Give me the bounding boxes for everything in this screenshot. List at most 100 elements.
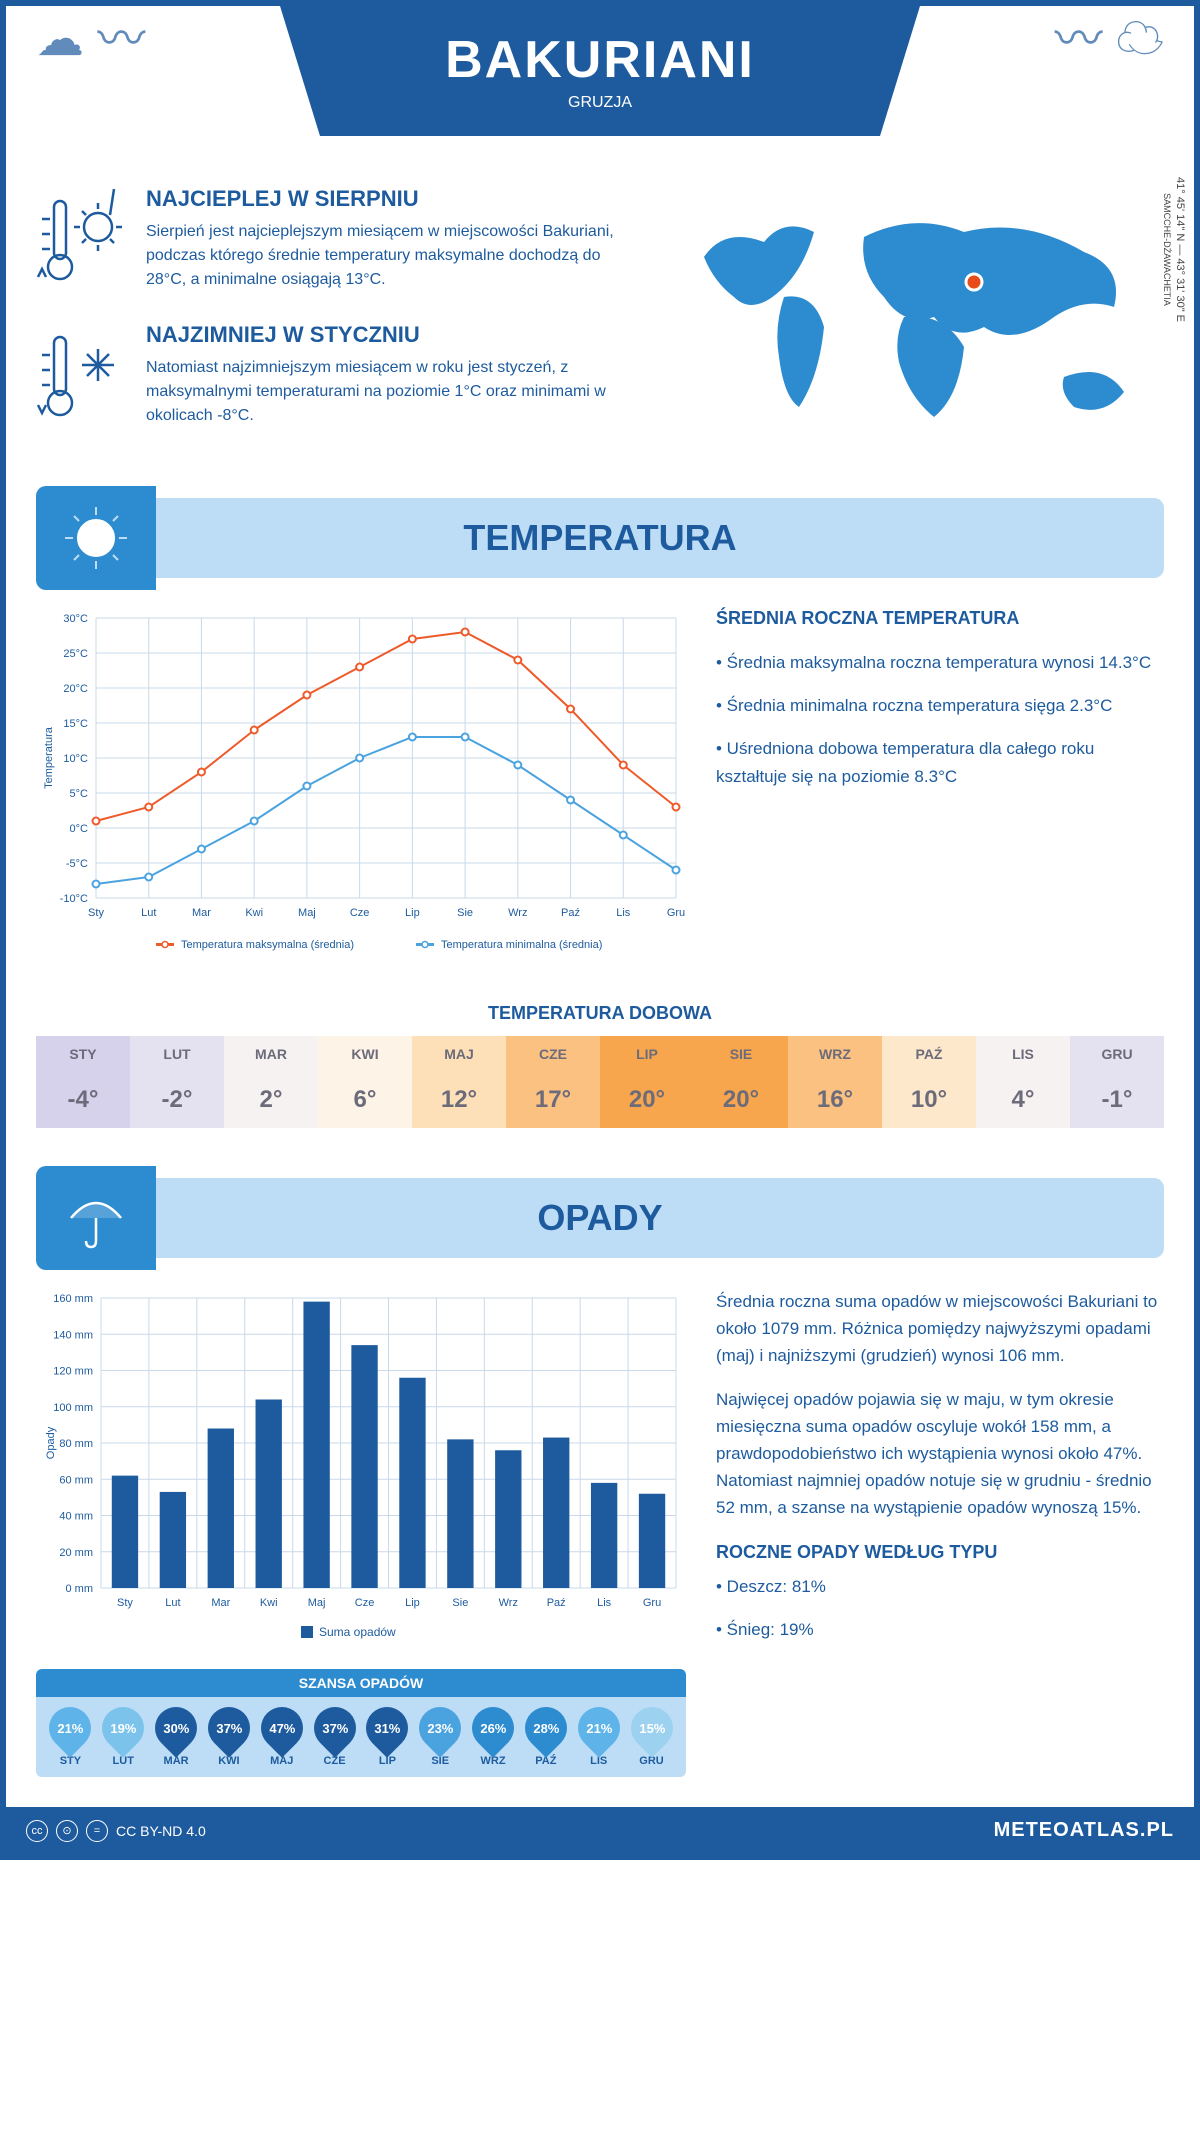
daily-cell: CZE 17°: [506, 1036, 600, 1128]
svg-text:15°C: 15°C: [63, 718, 88, 730]
daily-cell: GRU -1°: [1070, 1036, 1164, 1128]
svg-text:20°C: 20°C: [63, 683, 88, 695]
svg-text:60 mm: 60 mm: [59, 1474, 93, 1486]
fact-coldest: NAJZIMNIEJ W STYCZNIU Natomiast najzimni…: [36, 322, 634, 428]
chance-cell: 30% MAR: [150, 1707, 203, 1767]
thermometer-snow-icon: [36, 322, 126, 428]
annual-title: ŚREDNIA ROCZNA TEMPERATURA: [716, 608, 1164, 629]
precip-summary2: Najwięcej opadów pojawia się w maju, w t…: [716, 1386, 1164, 1522]
annual-bullet2: • Średnia minimalna roczna temperatura s…: [716, 692, 1164, 719]
svg-text:Lip: Lip: [405, 907, 420, 919]
chance-grid: 21% STY 19% LUT 30% MAR 37% KWI 47% MAJ …: [36, 1697, 686, 1777]
title-banner: BAKURIANI GRUZJA: [320, 6, 880, 136]
daily-cell: KWI 6°: [318, 1036, 412, 1128]
svg-text:120 mm: 120 mm: [53, 1366, 93, 1378]
annual-bullet3: • Uśredniona dobowa temperatura dla całe…: [716, 735, 1164, 789]
intro-facts: NAJCIEPLEJ W SIERPNIU Sierpień jest najc…: [36, 186, 634, 458]
section-header-precipitation: OPADY: [36, 1178, 1164, 1258]
svg-text:10°C: 10°C: [63, 753, 88, 765]
fact-hottest: NAJCIEPLEJ W SIERPNIU Sierpień jest najc…: [36, 186, 634, 292]
svg-text:Kwi: Kwi: [245, 907, 263, 919]
svg-text:Lip: Lip: [405, 1597, 420, 1609]
svg-text:Mar: Mar: [211, 1597, 230, 1609]
svg-text:Sty: Sty: [117, 1597, 133, 1609]
chance-title: SZANSA OPADÓW: [36, 1669, 686, 1697]
svg-text:160 mm: 160 mm: [53, 1293, 93, 1305]
svg-text:Temperatura minimalna (średnia: Temperatura minimalna (średnia): [441, 939, 602, 951]
chance-cell: 31% LIP: [361, 1707, 414, 1767]
infographic-page: ☁ 〰 BAKURIANI GRUZJA 〰 ☁: [0, 0, 1200, 1860]
svg-text:Sty: Sty: [88, 907, 104, 919]
svg-text:Opady: Opady: [45, 1426, 57, 1459]
chance-cell: 37% CZE: [308, 1707, 361, 1767]
umbrella-icon: [36, 1166, 156, 1270]
license: cc ⊙ = CC BY-ND 4.0: [26, 1820, 206, 1842]
section-header-temperature: TEMPERATURA: [36, 498, 1164, 578]
temperature-body: -10°C-5°C0°C5°C10°C15°C20°C25°C30°CStyLu…: [36, 608, 1164, 973]
sun-icon: [36, 486, 156, 590]
temperature-title: TEMPERATURA: [463, 517, 736, 559]
svg-text:0 mm: 0 mm: [66, 1583, 94, 1595]
svg-text:Kwi: Kwi: [260, 1597, 278, 1609]
svg-text:-10°C: -10°C: [60, 893, 88, 905]
svg-text:Paź: Paź: [547, 1597, 566, 1609]
svg-text:Lis: Lis: [597, 1597, 612, 1609]
cc-icon: cc: [26, 1820, 48, 1842]
wind-icon-right: 〰 ☁: [1055, 26, 1164, 55]
wind-icon-left: ☁ 〰: [36, 26, 145, 55]
svg-text:0°C: 0°C: [70, 823, 89, 835]
svg-text:100 mm: 100 mm: [53, 1402, 93, 1414]
site-name: METEOATLAS.PL: [994, 1819, 1174, 1842]
svg-text:40 mm: 40 mm: [59, 1511, 93, 1523]
precip-summary1: Średnia roczna suma opadów w miejscowośc…: [716, 1288, 1164, 1370]
precip-by-type: ROCZNE OPADY WEDŁUG TYPU • Deszcz: 81% •…: [716, 1542, 1164, 1643]
world-map: 41° 45' 14" N — 43° 31' 30" E SAMCCHE-DŻ…: [664, 186, 1164, 458]
chance-cell: 47% MAJ: [255, 1707, 308, 1767]
header: ☁ 〰 BAKURIANI GRUZJA 〰 ☁: [36, 6, 1164, 156]
fact-hottest-text: Sierpień jest najcieplejszym miesiącem w…: [146, 220, 634, 292]
region-text: SAMCCHE-DŻAWACHETIA: [1162, 177, 1172, 322]
svg-text:20 mm: 20 mm: [59, 1547, 93, 1559]
location-title: BAKURIANI: [445, 30, 755, 90]
license-text: CC BY-ND 4.0: [116, 1823, 206, 1839]
svg-text:Paź: Paź: [561, 907, 580, 919]
svg-text:Maj: Maj: [298, 907, 316, 919]
thermometer-sun-icon: [36, 186, 126, 292]
fact-coldest-title: NAJZIMNIEJ W STYCZNIU: [146, 322, 634, 348]
daily-cell: MAJ 12°: [412, 1036, 506, 1128]
svg-text:Sie: Sie: [457, 907, 473, 919]
daily-cell: PAŹ 10°: [882, 1036, 976, 1128]
svg-text:-5°C: -5°C: [66, 858, 88, 870]
by-type-rain: • Deszcz: 81%: [716, 1573, 1164, 1600]
precipitation-right: Średnia roczna suma opadów w miejscowośc…: [716, 1288, 1164, 1777]
svg-text:Temperatura: Temperatura: [43, 726, 55, 789]
annual-bullet1: • Średnia maksymalna roczna temperatura …: [716, 649, 1164, 676]
svg-text:Sie: Sie: [452, 1597, 468, 1609]
coordinates: 41° 45' 14" N — 43° 31' 30" E SAMCCHE-DŻ…: [1162, 177, 1186, 322]
svg-text:Wrz: Wrz: [508, 907, 527, 919]
svg-text:Gru: Gru: [643, 1597, 661, 1609]
svg-text:80 mm: 80 mm: [59, 1438, 93, 1450]
chance-cell: 19% LUT: [97, 1707, 150, 1767]
svg-text:140 mm: 140 mm: [53, 1329, 93, 1341]
svg-text:Cze: Cze: [350, 907, 370, 919]
by-icon: ⊙: [56, 1820, 78, 1842]
svg-text:Lut: Lut: [165, 1597, 180, 1609]
chance-cell: 28% PAŹ: [519, 1707, 572, 1767]
svg-text:Lis: Lis: [616, 907, 631, 919]
by-type-title: ROCZNE OPADY WEDŁUG TYPU: [716, 1542, 1164, 1563]
chance-cell: 15% GRU: [625, 1707, 678, 1767]
svg-text:Mar: Mar: [192, 907, 211, 919]
location-country: GRUZJA: [568, 94, 632, 112]
chance-cell: 37% KWI: [202, 1707, 255, 1767]
coords-text: 41° 45' 14" N — 43° 31' 30" E: [1174, 177, 1186, 322]
precipitation-bar-chart: 0 mm 20 mm 40 mm 60 mm 80 mm 100 mm 120 mm 140 …: [36, 1288, 686, 1653]
svg-text:25°C: 25°C: [63, 648, 88, 660]
precipitation-title: OPADY: [537, 1197, 662, 1239]
temperature-line-chart: -10°C-5°C0°C5°C10°C15°C20°C25°C30°CStyLu…: [36, 608, 686, 973]
svg-text:Gru: Gru: [667, 907, 685, 919]
daily-cell: LIS 4°: [976, 1036, 1070, 1128]
svg-text:Wrz: Wrz: [499, 1597, 518, 1609]
svg-text:Maj: Maj: [308, 1597, 326, 1609]
daily-cell: MAR 2°: [224, 1036, 318, 1128]
